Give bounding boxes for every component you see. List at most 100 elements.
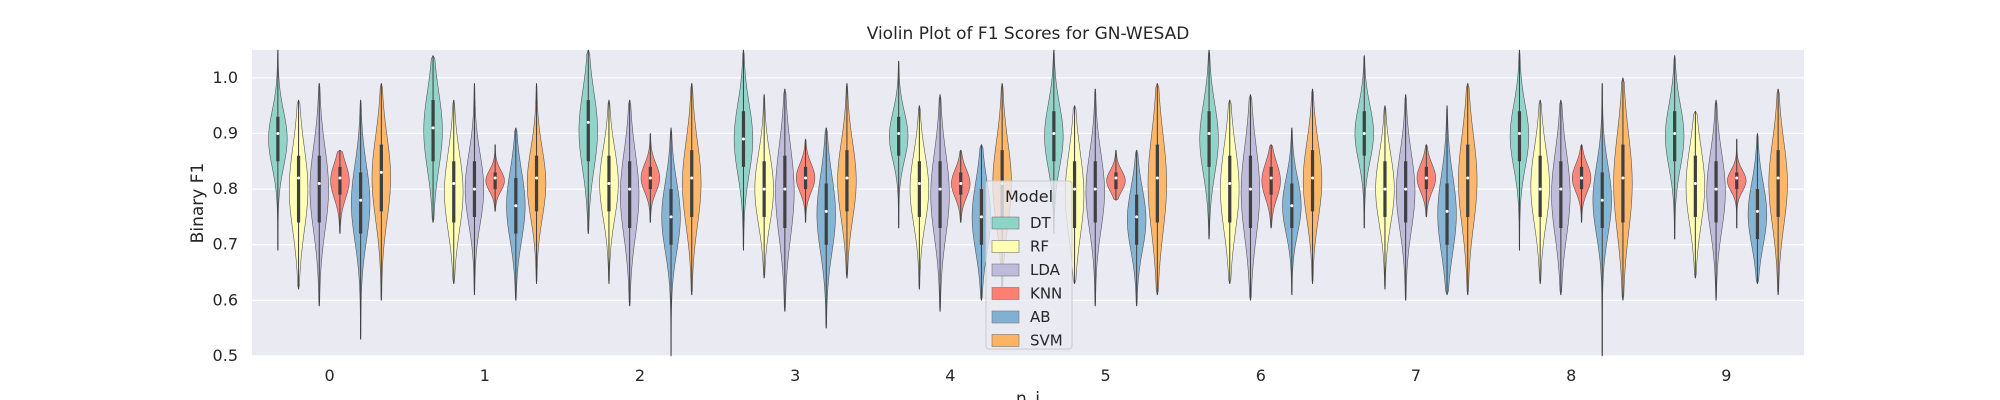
violin-iqr-box xyxy=(317,155,321,223)
violin-knn-5 xyxy=(1106,149,1126,201)
violin-knn-9 xyxy=(1727,138,1747,229)
violin-lda-9 xyxy=(1706,99,1726,301)
violin-iqr-box xyxy=(452,161,456,223)
y-tick-label: 0.6 xyxy=(213,290,238,309)
violin-median xyxy=(1269,176,1273,180)
violin-ab-0 xyxy=(351,99,371,340)
x-tick-label: 5 xyxy=(1101,366,1111,385)
violin-median xyxy=(628,187,632,191)
violin-iqr-box xyxy=(938,161,942,229)
violin-iqr-box xyxy=(1776,150,1780,217)
y-tick-label: 0.5 xyxy=(213,346,238,365)
violin-iqr-box xyxy=(690,150,694,217)
violin-iqr-box xyxy=(1466,144,1470,217)
violin-median xyxy=(1580,176,1584,180)
violin-median xyxy=(917,182,921,186)
violin-iqr-box xyxy=(1052,111,1056,162)
violin-knn-3 xyxy=(795,138,816,223)
violin-median xyxy=(1207,131,1211,135)
violin-dt-6 xyxy=(1199,49,1219,240)
violin-ab-5 xyxy=(1127,149,1147,307)
violin-median xyxy=(359,198,363,202)
violin-lda-8 xyxy=(1551,99,1571,296)
violin-rf-4 xyxy=(909,105,929,290)
violin-iqr-box xyxy=(296,155,301,223)
violin-median xyxy=(1673,131,1677,135)
violin-rf-7 xyxy=(1375,105,1395,290)
violin-median xyxy=(1362,131,1366,135)
violin-lda-7 xyxy=(1396,94,1416,301)
violin-median xyxy=(690,176,694,180)
legend-entry: KNN xyxy=(1030,285,1062,303)
violin-iqr-box xyxy=(1517,111,1522,162)
violin-rf-2 xyxy=(599,99,619,284)
violins xyxy=(268,49,1788,357)
violin-dt-3 xyxy=(733,49,754,251)
x-axis-label: n_i xyxy=(1016,389,1040,400)
x-tick-label: 4 xyxy=(945,366,955,385)
violin-median xyxy=(276,131,280,135)
violin-median xyxy=(1445,209,1449,213)
violin-lda-0 xyxy=(309,83,329,307)
violin-median xyxy=(1466,176,1470,180)
violin-median xyxy=(586,120,590,124)
violin-lda-5 xyxy=(1085,88,1105,307)
violin-iqr-box xyxy=(276,116,280,162)
violin-median xyxy=(1693,182,1697,186)
violin-knn-2 xyxy=(640,133,660,223)
violin-iqr-box xyxy=(379,144,383,212)
violin-median xyxy=(959,182,963,186)
violin-median xyxy=(338,176,342,180)
violin-median xyxy=(1538,187,1542,191)
violin-median xyxy=(1621,176,1625,180)
violin-ab-1 xyxy=(506,127,526,301)
violin-iqr-box xyxy=(1093,161,1097,223)
violin-median xyxy=(1714,187,1718,191)
violin-lda-1 xyxy=(464,83,485,296)
violin-iqr-box xyxy=(1228,155,1232,223)
violin-rf-1 xyxy=(444,99,464,284)
legend-title: Model xyxy=(1005,187,1053,206)
legend-swatch xyxy=(991,240,1020,253)
violin-median xyxy=(1290,204,1294,208)
violin-median xyxy=(783,187,787,191)
legend-entry: DT xyxy=(1030,214,1052,232)
violin-iqr-box xyxy=(1155,144,1159,223)
violin-iqr-box xyxy=(1538,155,1542,217)
violin-iqr-box xyxy=(431,100,435,162)
violin-median xyxy=(1311,176,1315,180)
violin-iqr-box xyxy=(917,161,921,217)
violin-median xyxy=(607,182,611,186)
violin-svm-7 xyxy=(1458,83,1478,296)
x-tick-label: 6 xyxy=(1256,366,1266,385)
violin-median xyxy=(762,187,766,191)
violin-dt-8 xyxy=(1509,49,1530,251)
violin-iqr-box xyxy=(845,150,849,212)
violin-median xyxy=(1600,198,1604,202)
violin-ab-2 xyxy=(661,127,681,357)
legend-entry: AB xyxy=(1030,308,1051,326)
violin-median xyxy=(1155,176,1159,180)
violin-rf-0 xyxy=(288,99,309,290)
violin-dt-1 xyxy=(423,55,443,223)
violin-median xyxy=(1424,176,1428,180)
violin-svm-5 xyxy=(1147,83,1167,296)
violin-median xyxy=(741,137,745,141)
violin-median xyxy=(648,176,652,180)
legend-swatch xyxy=(991,334,1020,347)
violin-lda-2 xyxy=(620,99,640,307)
violin-iqr-box xyxy=(1269,166,1273,195)
violin-median xyxy=(431,126,435,130)
violin-iqr-box xyxy=(1445,183,1449,245)
violin-median xyxy=(1517,131,1521,135)
legend-swatch xyxy=(991,287,1020,300)
violin-median xyxy=(897,131,901,135)
x-tick-label: 7 xyxy=(1411,366,1421,385)
violin-rf-6 xyxy=(1220,99,1240,284)
violin-iqr-box xyxy=(1673,111,1677,162)
x-axis: 0 1 2 3 4 5 6 7 8 9 xyxy=(325,366,1732,385)
violin-rf-9 xyxy=(1685,110,1705,279)
violin-median xyxy=(472,187,476,191)
violin-iqr-box xyxy=(628,161,632,229)
